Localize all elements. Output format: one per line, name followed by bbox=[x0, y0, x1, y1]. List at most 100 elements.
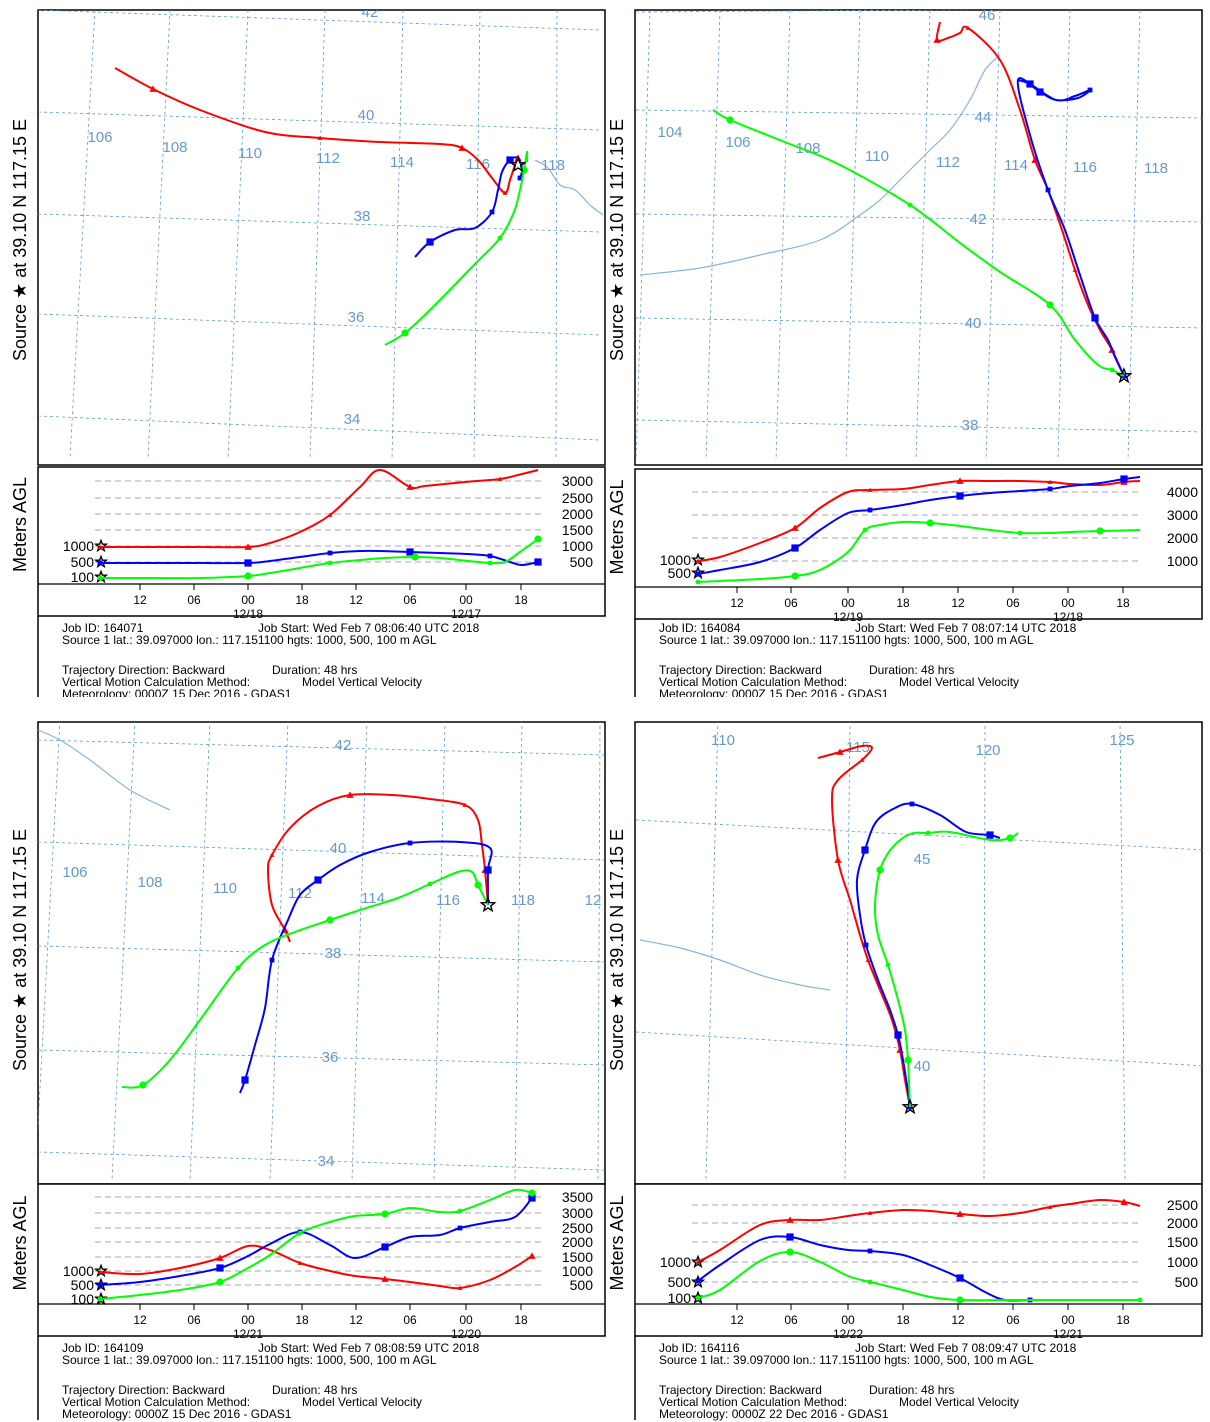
map-frame bbox=[634, 9, 1203, 466]
height-tick-right: 2000 bbox=[562, 506, 593, 522]
traj-point-1000m bbox=[867, 1210, 873, 1215]
height-tick-left: 500 bbox=[668, 1274, 692, 1290]
traj-point-500m bbox=[786, 1233, 794, 1241]
latitude-label: 38 bbox=[325, 945, 342, 962]
latitude-label: 42 bbox=[362, 4, 379, 21]
longitude-label: 106 bbox=[62, 864, 87, 881]
parallel-line bbox=[635, 419, 1202, 433]
meridian-line bbox=[189, 722, 211, 1181]
side-source-label: Source ★ at 39.10 N 117.15 E bbox=[607, 119, 627, 361]
meridian-line bbox=[705, 722, 719, 1181]
traj-point-500m bbox=[956, 1274, 964, 1282]
traj-point-500m bbox=[457, 1225, 463, 1231]
trajectory-direction: Trajectory Direction: Backward bbox=[659, 663, 822, 677]
longitude-label: 114 bbox=[361, 890, 385, 907]
time-tick-label: 00 bbox=[459, 1313, 473, 1327]
height-axis-label: Meters AGL bbox=[607, 1195, 627, 1290]
traj-point-100m bbox=[786, 1248, 794, 1256]
source-star-icon bbox=[509, 156, 527, 173]
vertical-method-value: Model Vertical Velocity bbox=[302, 675, 422, 689]
side-at-word: at bbox=[607, 968, 627, 988]
trajectory-direction: Trajectory Direction: Backward bbox=[62, 663, 225, 677]
trajectory-line-500m bbox=[1016, 77, 1125, 377]
longitude-label: 112 bbox=[316, 150, 340, 167]
height-panel-frame bbox=[634, 468, 1203, 620]
vertical-method-value: Model Vertical Velocity bbox=[899, 1395, 1019, 1409]
traj-point-100m bbox=[497, 235, 503, 241]
traj-point-100m bbox=[457, 1208, 463, 1214]
height-tick-right: 1000 bbox=[1167, 553, 1198, 569]
traj-point-100m bbox=[791, 572, 799, 580]
traj-point-1000m bbox=[695, 558, 701, 563]
traj-point-1000m bbox=[956, 1210, 964, 1217]
latitude-label: 40 bbox=[358, 107, 375, 124]
time-tick-label: 18 bbox=[896, 596, 910, 610]
date-label: 12/20 bbox=[451, 1327, 481, 1341]
time-tick-label: 06 bbox=[784, 596, 798, 610]
traj-point-100m bbox=[139, 1081, 147, 1089]
longitude-label: 114 bbox=[1004, 157, 1028, 174]
side-coords: 39.10 N 117.15 E bbox=[10, 119, 30, 258]
traj-point-1000m bbox=[458, 144, 466, 151]
traj-point-100m bbox=[925, 830, 931, 836]
traj-point-1000m bbox=[1047, 479, 1053, 484]
meridian-line bbox=[38, 722, 61, 1133]
height-tick-right: 1000 bbox=[562, 538, 593, 554]
side-at-word: at bbox=[607, 258, 627, 278]
time-tick-label: 12 bbox=[133, 593, 147, 607]
meridian-line bbox=[473, 10, 481, 459]
traj-point-500m bbox=[406, 548, 414, 556]
side-source-label: Source ★ at 39.10 N 117.15 E bbox=[10, 829, 30, 1071]
height-tick-right: 1000 bbox=[1167, 1254, 1198, 1270]
coastline bbox=[38, 729, 171, 811]
parallel-line bbox=[635, 819, 1202, 851]
parallel-line bbox=[635, 213, 1202, 223]
side-source-word: Source bbox=[10, 1014, 30, 1071]
meteorology: Meteorology: 0000Z 15 Dec 2016 - GDAS1 bbox=[62, 1407, 292, 1421]
trajectory-direction: Trajectory Direction: Backward bbox=[659, 1383, 822, 1397]
time-tick-label: 06 bbox=[784, 1313, 798, 1327]
traj-point-100m bbox=[695, 1295, 701, 1301]
map-frame bbox=[37, 721, 606, 1185]
height-tick-right: 3500 bbox=[562, 1189, 593, 1205]
vertical-method-value: Model Vertical Velocity bbox=[302, 1395, 422, 1409]
trajectory-duration: Duration: 48 hrs bbox=[869, 1383, 954, 1397]
traj-point-500m bbox=[894, 1031, 902, 1039]
traj-point-1000m bbox=[97, 544, 103, 549]
height-tick-right: 4000 bbox=[1167, 484, 1198, 500]
time-tick-label: 00 bbox=[841, 1313, 855, 1327]
time-tick-label: 12 bbox=[133, 1313, 147, 1327]
parallel-line bbox=[38, 111, 601, 131]
traj-point-100m bbox=[97, 575, 103, 581]
parallel-line bbox=[38, 10, 601, 31]
source-info: Source 1 lat.: 39.097000 lon.: 117.15110… bbox=[62, 1353, 437, 1367]
traj-point-500m bbox=[791, 544, 799, 552]
latitude-label: 36 bbox=[348, 309, 365, 326]
time-tick-label: 18 bbox=[514, 1313, 528, 1327]
side-source-word: Source bbox=[607, 304, 627, 361]
latitude-label: 38 bbox=[962, 417, 979, 434]
traj-point-500m bbox=[426, 238, 434, 246]
map-frame bbox=[37, 9, 606, 466]
traj-point-100m bbox=[862, 527, 868, 533]
time-tick-label: 06 bbox=[187, 593, 201, 607]
side-coords: 39.10 N 117.15 E bbox=[10, 829, 30, 968]
height-tick-left: 500 bbox=[71, 554, 95, 570]
traj-point-100m bbox=[695, 579, 701, 585]
longitude-label: 110 bbox=[711, 732, 735, 749]
meridian-line bbox=[69, 10, 96, 459]
traj-point-1000m bbox=[834, 856, 842, 863]
longitude-label: 118 bbox=[511, 892, 535, 909]
height-line-100m bbox=[697, 520, 1141, 583]
traj-point-100m bbox=[1006, 834, 1014, 842]
meridian-line bbox=[227, 10, 249, 459]
traj-point-500m bbox=[1036, 88, 1044, 96]
height-tick-right: 3000 bbox=[562, 473, 593, 489]
parallel-line bbox=[38, 739, 605, 756]
traj-point-500m bbox=[986, 831, 994, 839]
vertical-method-value: Model Vertical Velocity bbox=[899, 675, 1019, 689]
job-id: Job ID: 164116 bbox=[659, 1341, 740, 1355]
traj-point-100m bbox=[235, 965, 241, 971]
traj-point-1000m bbox=[865, 957, 871, 962]
parallel-line bbox=[38, 841, 605, 861]
